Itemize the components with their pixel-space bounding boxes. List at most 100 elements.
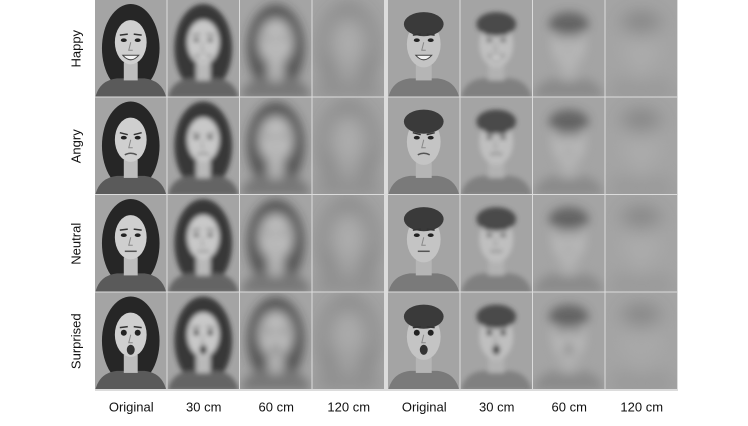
face [240,4,311,97]
brows [337,131,360,136]
face-image [312,0,384,97]
hair [548,207,589,232]
nose [421,237,426,246]
face-image [533,195,605,292]
neck [341,257,356,276]
nose [128,237,133,246]
eye [572,233,579,238]
eye [120,329,127,336]
face-image [167,292,239,389]
shoulders [168,273,239,292]
face [533,304,604,389]
eye [500,38,507,43]
nose [345,334,351,344]
neck [341,354,356,373]
brows [557,131,580,136]
row-label: Surprised [68,313,83,369]
nose [566,139,571,149]
shoulders [533,370,604,389]
face [606,207,677,292]
face-image [388,292,460,389]
nose [200,334,206,344]
face-image [95,292,167,389]
face-image [167,0,239,97]
eye [265,135,272,140]
face-image [95,0,167,97]
face [606,12,677,97]
eye [134,135,141,140]
face-image [240,195,312,292]
eye [486,135,493,140]
face [388,109,459,194]
face-image [240,97,312,194]
face-image [167,195,239,292]
neck [560,257,577,276]
brows [337,33,360,36]
column-label: 120 cm [620,399,663,414]
hair [403,207,444,232]
eye [427,135,434,140]
nose [273,139,278,149]
face [461,109,532,194]
mouth [419,344,428,355]
row-label: Angry [68,129,83,163]
row-label: Neutral [68,223,83,265]
neck [123,62,138,81]
neck [415,257,432,276]
eye [120,38,127,43]
nose [566,334,571,344]
mouth [564,344,573,355]
nose [638,42,644,51]
shoulders [388,370,459,389]
hair [621,207,662,232]
face-image [312,292,384,389]
nose [128,42,133,51]
neck [123,159,138,178]
face [461,12,532,97]
column-label: 60 cm [552,399,587,414]
neck [123,257,138,276]
eye [413,329,420,336]
eye [134,233,141,238]
neck [633,62,650,81]
nose [493,237,499,246]
neck [415,354,432,373]
eye [193,135,200,140]
mouth [414,54,433,61]
nose [200,42,206,51]
brows [192,325,215,329]
mouth [637,344,646,355]
eye [645,329,652,336]
face-image [312,195,384,292]
face [533,207,604,292]
shoulders [168,175,239,194]
eye [486,233,493,238]
face-image [533,0,605,97]
column-label: Original [109,399,154,414]
eye [265,329,272,336]
hair [548,304,589,329]
neck [488,257,505,276]
neck [268,354,283,373]
eye [207,38,214,43]
shoulders [240,370,311,389]
eye [427,233,434,238]
brows [557,33,580,36]
mouth [344,344,353,355]
eye [352,38,359,43]
face-image [167,97,239,194]
eye [486,38,493,43]
brows [337,325,360,329]
face [606,109,677,194]
nose [566,42,571,51]
face [168,101,239,194]
eye [338,38,345,43]
shoulders [461,273,532,292]
face [461,304,532,389]
nose [345,139,351,149]
brows [485,33,508,36]
eye [338,329,345,336]
face-image [240,0,312,97]
brows [119,33,142,36]
hair [621,109,662,134]
